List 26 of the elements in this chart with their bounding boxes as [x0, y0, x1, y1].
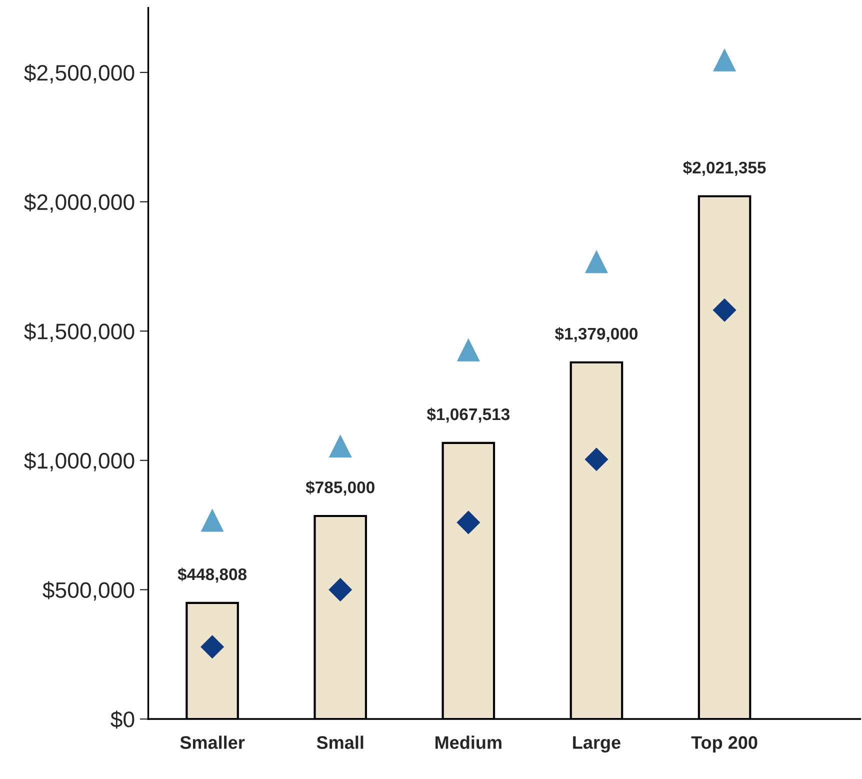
- x-tick-label: Smaller: [180, 736, 245, 749]
- y-tick-label: $1,000,000: [24, 452, 134, 472]
- point: [328, 578, 352, 602]
- data-label: $1,067,513: [426, 408, 510, 423]
- point: [584, 448, 608, 471]
- point: [200, 635, 224, 658]
- data-label: $1,379,000: [554, 327, 638, 342]
- y-tick-label: $0: [110, 710, 134, 729]
- point: [713, 298, 736, 322]
- point: [713, 49, 736, 72]
- data-label: $2,021,355: [683, 160, 766, 176]
- x-tick-label: Top 200: [691, 736, 758, 753]
- y-tick-label: $1,500,000: [24, 322, 134, 342]
- y-tick-label: $2,000,000: [24, 193, 134, 213]
- x-tick-label: Medium: [436, 736, 502, 749]
- point: [585, 250, 608, 274]
- y-tick-label: $500,000: [42, 581, 134, 601]
- point: [457, 339, 480, 362]
- point: [456, 510, 480, 534]
- y-tick-label: $2,500,000: [24, 64, 134, 84]
- data-label: $448,808: [178, 568, 247, 583]
- x-tick-label: Small: [316, 736, 364, 749]
- point: [201, 510, 224, 532]
- data-label: $785,000: [306, 480, 374, 496]
- x-tick-label: Large: [573, 736, 620, 753]
- point: [329, 435, 352, 458]
